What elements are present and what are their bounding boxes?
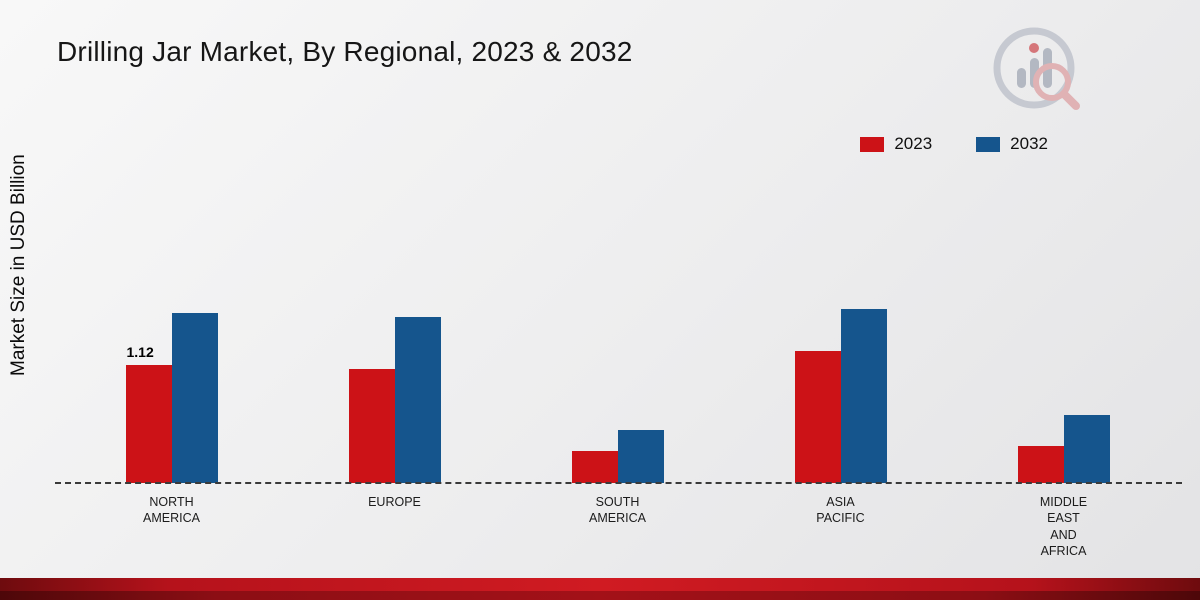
bar-2032-1 <box>394 316 441 483</box>
x-axis-baseline <box>55 482 1182 484</box>
bar-value-label: 1.12 <box>126 344 154 361</box>
bar-group <box>348 316 441 483</box>
bar-2032-0 <box>171 312 218 483</box>
legend-swatch-icon <box>976 136 1001 152</box>
bar-2032-3 <box>840 309 887 483</box>
bottom-brand-band <box>0 578 1200 600</box>
brand-logo-icon <box>993 27 1080 110</box>
category-label: SOUTH AMERICA <box>589 495 646 526</box>
legend-label: 2032 <box>1010 134 1048 153</box>
legend-item-2023: 2023 <box>860 134 932 154</box>
legend-item-2032: 2032 <box>976 134 1048 154</box>
bar-2032-2 <box>617 430 664 483</box>
bottom-band-top <box>0 578 1200 591</box>
category-label: EUROPE <box>368 495 421 509</box>
plot-area: 1.12 <box>60 120 1175 483</box>
bar-group: 1.12 <box>125 312 218 483</box>
bar-group <box>571 430 664 483</box>
bar-group <box>1017 414 1110 483</box>
chart-title: Drilling Jar Market, By Regional, 2023 &… <box>57 36 633 67</box>
category-label: MIDDLE EAST AND AFRICA <box>1039 495 1088 558</box>
legend-label: 2023 <box>894 134 933 153</box>
y-axis-label: Market Size in USD Billion <box>8 154 29 376</box>
category-label: ASIA PACIFIC <box>816 495 865 526</box>
bar-group <box>794 309 887 483</box>
bar-2023-1 <box>348 369 395 483</box>
x-axis-labels: NORTH AMERICA EUROPE SOUTH AMERICA ASIA PAC… <box>60 494 1175 559</box>
bottom-band-bottom <box>0 591 1200 600</box>
bar-2023-0: 1.12 <box>125 344 172 483</box>
bar-2023-3 <box>794 351 841 483</box>
bar-2032-4 <box>1063 414 1110 483</box>
bar-2023-4 <box>1017 446 1064 483</box>
legend-swatch-icon <box>860 136 885 152</box>
bar-2023-2 <box>571 451 618 483</box>
category-label: NORTH AMERICA <box>143 495 200 526</box>
legend: 2023 2032 <box>860 134 1048 154</box>
